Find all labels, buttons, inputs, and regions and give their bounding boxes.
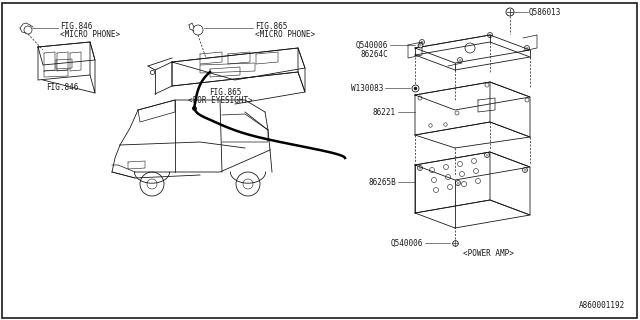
Text: <POWER AMP>: <POWER AMP> [463, 249, 514, 258]
Text: FIG.846: FIG.846 [60, 21, 92, 30]
Text: W130083: W130083 [351, 84, 383, 92]
Text: Q540006: Q540006 [356, 41, 388, 50]
Text: FIG.846: FIG.846 [46, 83, 78, 92]
Text: 86264C: 86264C [360, 50, 388, 59]
Text: 86221: 86221 [373, 108, 396, 116]
Text: Q586013: Q586013 [529, 7, 561, 17]
Text: <MICRO PHONE>: <MICRO PHONE> [255, 29, 315, 38]
Text: A860001192: A860001192 [579, 301, 625, 310]
Text: <MICRO PHONE>: <MICRO PHONE> [60, 29, 120, 38]
Text: Q540006: Q540006 [390, 238, 423, 247]
Text: <FOR EYESIGHT>: <FOR EYESIGHT> [188, 95, 252, 105]
Text: FIG.865: FIG.865 [255, 21, 287, 30]
Text: 86265B: 86265B [368, 178, 396, 187]
Text: FIG.865: FIG.865 [209, 87, 241, 97]
